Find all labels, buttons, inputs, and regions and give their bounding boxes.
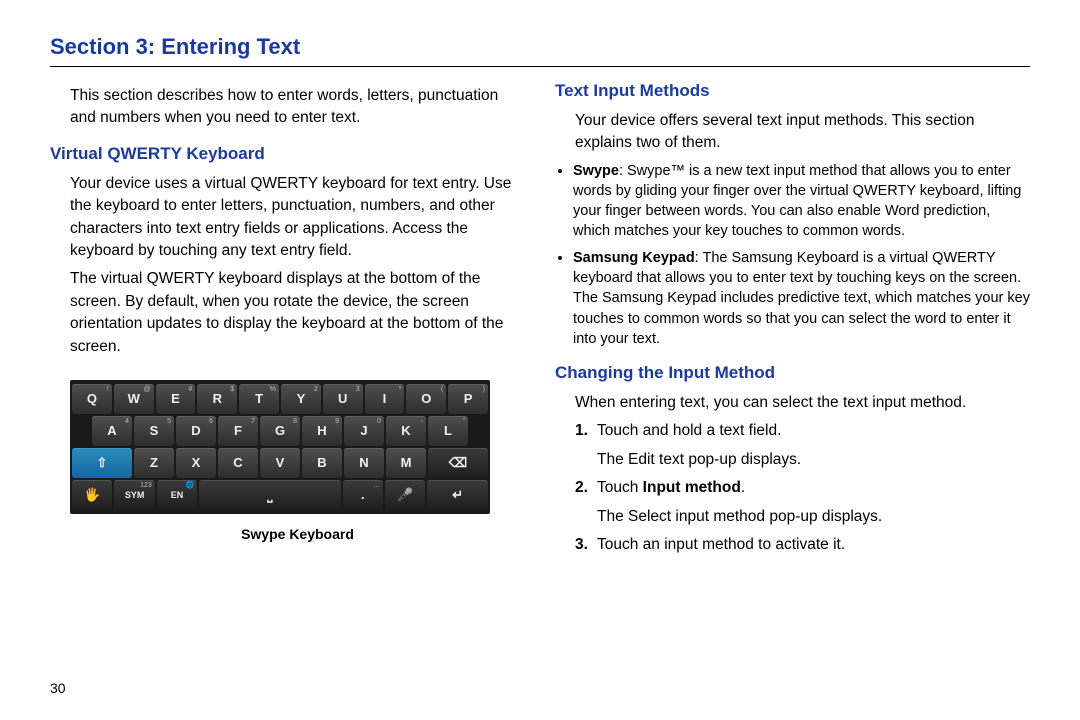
key-s: S5 [134,416,174,446]
qwerty-paragraph-2: The virtual QWERTY keyboard displays at … [50,268,525,358]
enter-key: ↵ [427,480,488,510]
intro-paragraph: This section describes how to enter word… [50,85,525,130]
backspace-key: ⌫ [428,448,488,478]
page-number: 30 [50,680,66,696]
key-w: W@ [114,384,154,414]
step-2-sub: The Select input method pop-up displays. [597,506,1030,528]
key-y: Y2 [281,384,321,414]
key-r: R$ [197,384,237,414]
input-methods-list: Swype: Swype™ is a new text input method… [555,161,1030,350]
keyboard-caption: Swype Keyboard [70,524,525,544]
steps-list: 1.Touch and hold a text field. The Edit … [555,420,1030,556]
step-1-text: Touch and hold a text field. [597,422,781,439]
swype-lead: Swype [573,163,619,179]
key-a: A4 [92,416,132,446]
keyboard-figure: Q!W@E#R$T%Y2U3I*O(P)A4S5D6F7G8H9J0K-L"⇧Z… [50,380,525,544]
key-p: P) [448,384,488,414]
manual-page: Section 3: Entering Text This section de… [0,0,1080,720]
key-d: D6 [176,416,216,446]
bullet-swype: Swype: Swype™ is a new text input method… [573,161,1030,242]
swype-key: 🖐 [72,480,112,510]
key-f: F7 [218,416,258,446]
step-1: 1.Touch and hold a text field. [579,420,1030,442]
lang-key: EN🌐 [157,480,197,510]
methods-paragraph: Your device offers several text input me… [555,110,1030,155]
left-column: This section describes how to enter word… [50,79,525,563]
swype-body: : Swype™ is a new text input method that… [573,163,1021,240]
key-b: B [302,448,342,478]
key-u: U3 [323,384,363,414]
key-k: K- [386,416,426,446]
step-2-post: . [741,479,745,496]
qwerty-paragraph-1: Your device uses a virtual QWERTY keyboa… [50,173,525,263]
bullet-samsung-keypad: Samsung Keypad: The Samsung Keyboard is … [573,248,1030,349]
keyboard-row: A4S5D6F7G8H9J0K-L" [72,416,488,446]
mic-key: 🎤 [385,480,425,510]
samsung-lead: Samsung Keypad [573,250,695,266]
key-h: H9 [302,416,342,446]
keyboard-row: ⇧ZXCVBNM⌫ [72,448,488,478]
heading-changing-input-method: Changing the Input Method [555,361,1030,386]
key-z: Z [134,448,174,478]
key-o: O( [406,384,446,414]
step-3: 3.Touch an input method to activate it. [579,534,1030,556]
key-c: C [218,448,258,478]
step-3-text: Touch an input method to activate it. [597,536,845,553]
key-x: X [176,448,216,478]
sym-key: SYM123 [114,480,154,510]
two-column-layout: This section describes how to enter word… [50,79,1030,563]
keyboard-row: Q!W@E#R$T%Y2U3I*O(P) [72,384,488,414]
key-l: L" [428,416,468,446]
keyboard-row: 🖐SYM123EN🌐⎵.…🎤↵ [72,480,488,510]
step-2-pre: Touch [597,479,643,496]
key-e: E# [156,384,196,414]
key-j: J0 [344,416,384,446]
step-1-sub: The Edit text pop-up displays. [597,449,1030,471]
space-key: ⎵ [199,480,340,510]
heading-virtual-qwerty: Virtual QWERTY Keyboard [50,142,525,167]
key-q: Q! [72,384,112,414]
key-t: T% [239,384,279,414]
key-g: G8 [260,416,300,446]
key-i: I* [365,384,405,414]
key-n: N [344,448,384,478]
section-rule [50,66,1030,67]
step-2-bold: Input method [643,479,741,496]
key-m: M [386,448,426,478]
section-title: Section 3: Entering Text [50,34,1030,60]
swype-keyboard-illustration: Q!W@E#R$T%Y2U3I*O(P)A4S5D6F7G8H9J0K-L"⇧Z… [70,380,490,514]
shift-key: ⇧ [72,448,132,478]
step-2: 2.Touch Input method. [579,477,1030,499]
change-paragraph: When entering text, you can select the t… [555,392,1030,414]
right-column: Text Input Methods Your device offers se… [555,79,1030,563]
heading-text-input-methods: Text Input Methods [555,79,1030,104]
period-key: .… [343,480,383,510]
key-v: V [260,448,300,478]
